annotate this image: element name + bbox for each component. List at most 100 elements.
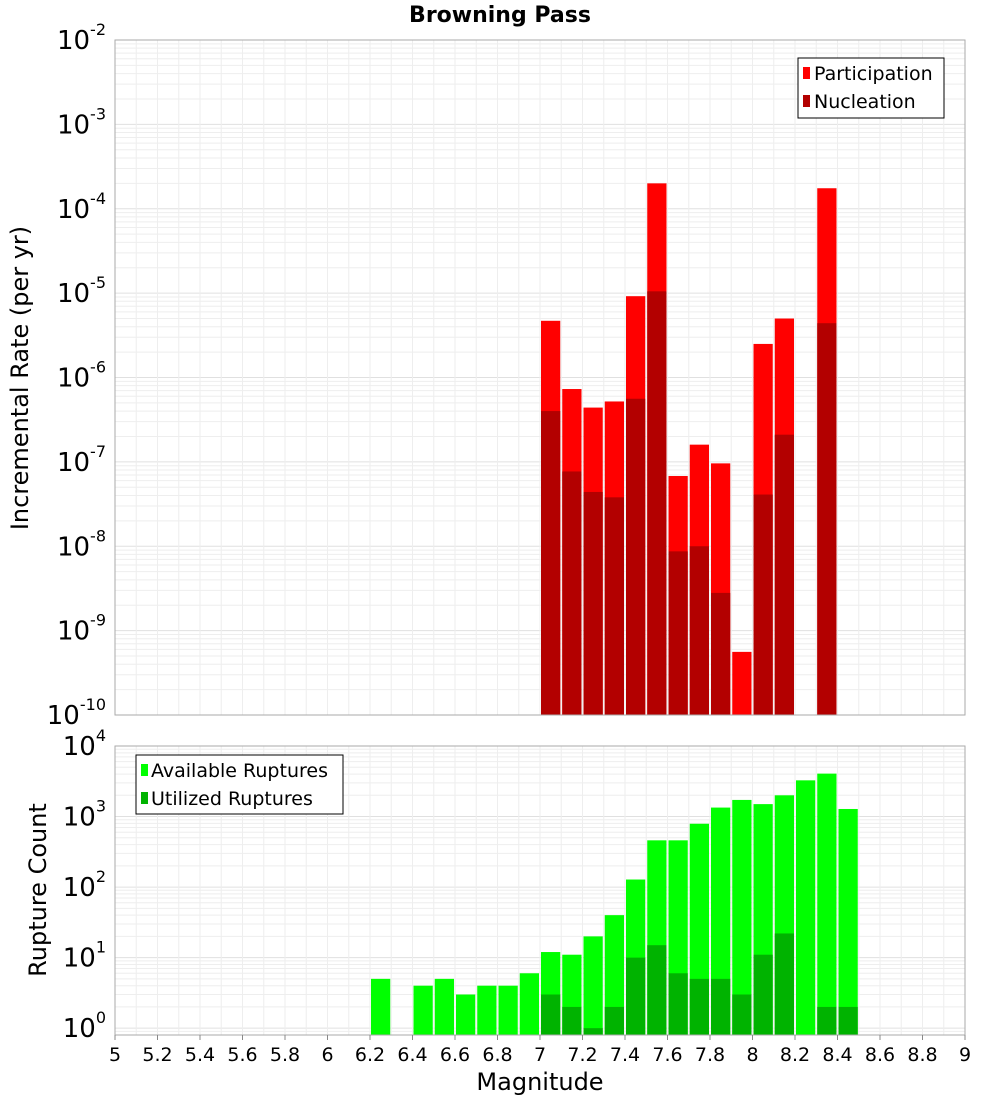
rate-y-tick-label: 10-4 — [57, 189, 106, 225]
x-tick-label: 5.4 — [185, 1044, 215, 1066]
utilized-legend-label: Utilized Ruptures — [151, 788, 313, 810]
rate-panel: 10-2 10-3 10-4 10-5 10-6 10-7 10-8 10-9 10-10 In… — [6, 20, 966, 731]
rate-bar-secondary — [562, 471, 582, 715]
x-tick-label: 5.6 — [227, 1044, 257, 1066]
participation-legend-label: Participation — [814, 63, 933, 85]
utilized-ruptures-bars — [541, 933, 858, 1035]
available-legend-swatch — [141, 764, 148, 776]
count-bar-secondary — [604, 1006, 624, 1035]
count-bar-secondary — [626, 957, 646, 1035]
rate-bar-secondary — [817, 323, 837, 715]
rate-y-tick-label: 10-7 — [57, 442, 106, 478]
participation-legend-swatch — [803, 67, 810, 79]
rate-bar-secondary — [753, 494, 773, 715]
nucleation-legend-label: Nucleation — [814, 91, 916, 113]
count-bar-primary — [413, 985, 433, 1035]
rate-bar-secondary — [541, 411, 561, 715]
x-tick-label: 7.6 — [652, 1044, 682, 1066]
rate-bar-secondary — [626, 398, 646, 715]
available-legend-label: Available Ruptures — [151, 760, 328, 782]
count-bar-secondary — [583, 1028, 603, 1035]
count-bar-secondary — [711, 978, 731, 1035]
rate-legend-box — [797, 57, 945, 119]
rate-bar-secondary — [689, 546, 709, 715]
rate-gridlines — [114, 39, 966, 716]
rate-y-tick-label: 10-9 — [57, 611, 106, 647]
count-bar-secondary — [562, 1006, 582, 1035]
count-legend: Available Ruptures Utilized Ruptures — [135, 754, 344, 815]
count-bar-primary — [498, 985, 518, 1035]
count-bar-secondary — [774, 933, 794, 1035]
count-bar-secondary — [732, 994, 752, 1035]
rate-legend: Participation Nucleation — [797, 57, 945, 119]
count-bar-secondary — [753, 954, 773, 1035]
count-y-tick-label: 104 — [63, 726, 106, 762]
count-bar-primary — [371, 978, 391, 1035]
x-tick-label: 6.4 — [397, 1044, 427, 1066]
x-tick-label: 8.2 — [780, 1044, 810, 1066]
rate-y-tick-label: 10-6 — [57, 358, 106, 394]
count-y-tick-labels: 104 103 102 101 100 — [63, 726, 106, 1044]
count-bar-secondary — [647, 945, 667, 1035]
count-legend-box — [135, 754, 344, 815]
count-bar-secondary — [668, 973, 688, 1035]
rate-bar-secondary — [774, 434, 794, 715]
count-bar-primary — [434, 978, 454, 1035]
count-y-axis-label: Rupture Count — [24, 803, 52, 977]
rate-y-axis-label: Incremental Rate (per yr) — [6, 226, 34, 530]
rate-bar-secondary — [711, 592, 731, 715]
x-tick-label: 8 — [746, 1044, 758, 1066]
count-bar-primary — [583, 936, 603, 1035]
count-bar-primary — [456, 994, 476, 1035]
count-bar-primary — [817, 773, 837, 1035]
rate-y-tick-label: 10-3 — [57, 104, 106, 140]
nucleation-bars — [541, 291, 837, 715]
count-bar-primary — [711, 807, 731, 1035]
count-bar-primary — [732, 799, 752, 1035]
x-tick-label: 7.2 — [567, 1044, 597, 1066]
x-axis-label: Magnitude — [476, 1068, 603, 1096]
x-tick-label: 7 — [534, 1044, 546, 1066]
count-bar-primary — [796, 780, 816, 1035]
x-tick-label: 5 — [109, 1044, 121, 1066]
rate-y-tick-label: 10-2 — [57, 20, 106, 56]
count-y-tick-label: 100 — [63, 1008, 106, 1044]
x-tick-label: 8.8 — [907, 1044, 937, 1066]
rate-bar-secondary — [583, 491, 603, 715]
rate-y-tick-label: 10-10 — [47, 695, 106, 731]
x-tick-label: 6.2 — [355, 1044, 385, 1066]
rate-y-tick-labels: 10-2 10-3 10-4 10-5 10-6 10-7 10-8 10-9 10-10 — [47, 20, 106, 731]
count-bar-primary — [519, 973, 539, 1035]
rate-bar-secondary — [647, 291, 667, 715]
x-tick-label: 8.4 — [822, 1044, 852, 1066]
count-bar-primary — [838, 808, 858, 1035]
rate-plot-frame — [114, 39, 966, 716]
utilized-legend-swatch — [141, 792, 148, 804]
x-tick-labels: 5 5.2 5.4 5.6 5.8 6 6.2 6.4 6.6 6.8 7 7.2 7.4 7.6 7.8 8… — [109, 1035, 971, 1066]
count-bar-secondary — [689, 978, 709, 1035]
count-bar-primary — [477, 985, 497, 1035]
rate-bar-secondary — [604, 497, 624, 715]
rate-bar-secondary — [668, 551, 688, 715]
rate-y-tick-label: 10-8 — [57, 526, 106, 562]
chart-title: Browning Pass — [409, 3, 591, 28]
nucleation-legend-swatch — [803, 95, 810, 107]
count-panel: 104 103 102 101 100 5 5.2 5.4 5.6 5.8 6 6.2 6.4 6.6 6… — [24, 726, 971, 1096]
count-bar-secondary — [817, 1006, 837, 1035]
x-tick-label: 9 — [959, 1044, 971, 1066]
count-y-tick-label: 102 — [63, 867, 106, 903]
x-tick-label: 5.8 — [270, 1044, 300, 1066]
count-bar-secondary — [541, 994, 561, 1035]
rate-y-tick-label: 10-5 — [57, 273, 106, 309]
count-bar-primary — [604, 915, 624, 1035]
x-tick-label: 8.6 — [865, 1044, 895, 1066]
count-y-tick-label: 101 — [63, 938, 106, 974]
x-tick-label: 6.6 — [440, 1044, 470, 1066]
x-tick-label: 5.2 — [142, 1044, 172, 1066]
x-tick-label: 7.8 — [695, 1044, 725, 1066]
count-bar-secondary — [838, 1006, 858, 1035]
x-tick-label: 6.8 — [482, 1044, 512, 1066]
x-tick-label: 7.4 — [610, 1044, 640, 1066]
rate-bar-primary — [732, 651, 752, 715]
